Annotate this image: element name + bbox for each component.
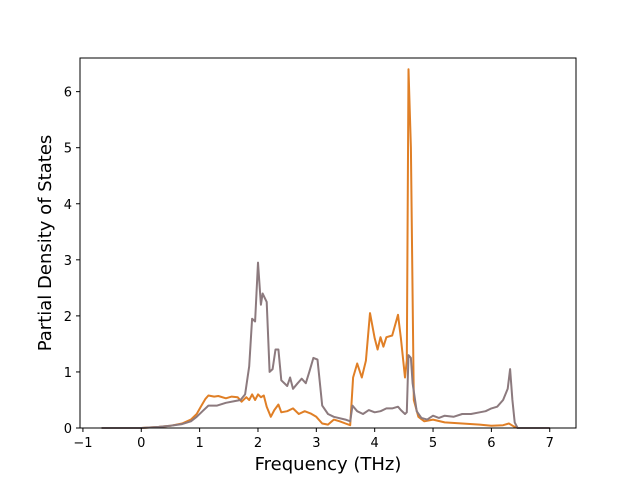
y-tick-label: 2: [64, 310, 72, 325]
y-tick-label: 3: [64, 254, 72, 269]
x-tick-label: 2: [254, 436, 262, 451]
series-line-2: [101, 261, 550, 429]
x-tick-label: 6: [487, 436, 495, 451]
y-tick-label: 4: [64, 198, 72, 213]
y-tick-label: 6: [64, 86, 72, 101]
x-axis-ticks: −1 0 1 2 3 4 5 6 7: [73, 428, 554, 451]
y-tick-label: 0: [64, 422, 72, 437]
plot-frame: [79, 57, 577, 429]
series-layer: [101, 68, 550, 429]
x-tick-label: 7: [546, 436, 554, 451]
x-tick-label: 3: [312, 436, 320, 451]
x-tick-label: 1: [195, 436, 203, 451]
x-tick-label: −1: [73, 436, 92, 451]
y-tick-label: 5: [64, 142, 72, 157]
y-axis-ticks: 0 1 2 3 4 5 6: [64, 86, 80, 437]
x-axis-label: Frequency (THz): [255, 454, 402, 475]
x-tick-label: 0: [137, 436, 145, 451]
x-tick-label: 4: [371, 436, 379, 451]
y-axis-label: Partial Density of States: [35, 135, 56, 352]
y-tick-label: 1: [64, 366, 72, 381]
x-tick-label: 5: [429, 436, 437, 451]
